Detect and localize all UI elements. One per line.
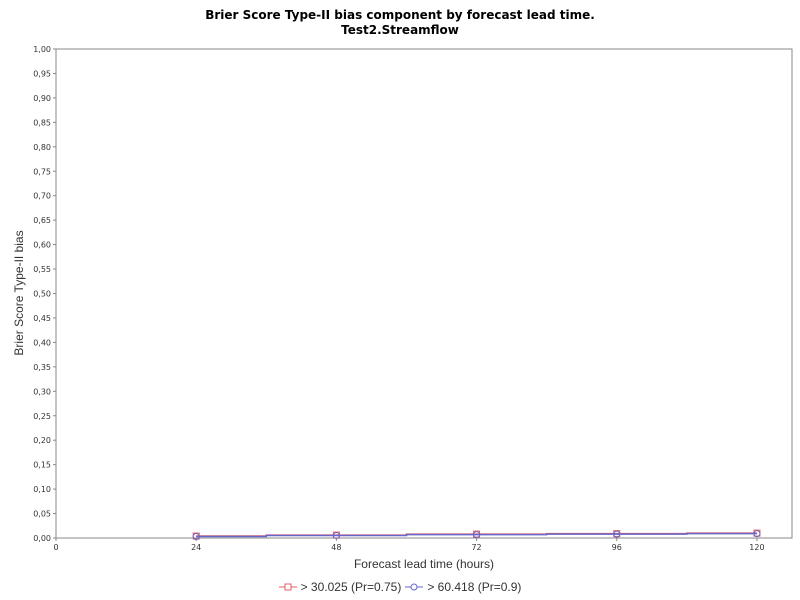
y-tick-label: 0,10: [33, 485, 51, 494]
series-2: [192, 530, 761, 541]
y-tick-label: 0,65: [33, 216, 51, 225]
y-tick-label: 0,30: [33, 387, 51, 396]
legend-label: > 30.025 (Pr=0.75): [300, 580, 402, 594]
legend: > 30.025 (Pr=0.75) > 60.418 (Pr=0.9): [0, 580, 800, 595]
legend-label: > 60.418 (Pr=0.9): [427, 580, 522, 594]
y-tick-label: 0,85: [33, 118, 51, 127]
y-tick-label: 0,40: [33, 338, 51, 347]
legend-item: > 30.025 (Pr=0.75): [278, 580, 402, 594]
y-axis: 0,00 0,05 0,10 0,15 0,20 0,25 0,30 0,35 0,40 0,45…: [33, 45, 56, 543]
x-tick-label: 48: [331, 543, 341, 552]
data-point: [753, 530, 761, 538]
data-point: [613, 530, 621, 538]
y-tick-label: 0,55: [33, 265, 51, 274]
chart-title: Brier Score Type-II bias component by fo…: [0, 8, 800, 38]
y-tick-label: 0,60: [33, 241, 51, 250]
y-tick-label: 0,20: [33, 436, 51, 445]
x-tick-label: 0: [53, 543, 58, 552]
x-tick-label: 120: [749, 543, 764, 552]
y-tick-label: 0,50: [33, 290, 51, 299]
data-point: [473, 531, 481, 539]
y-tick-label: 0,35: [33, 363, 51, 372]
legend-circle-marker-icon: [405, 583, 424, 591]
x-axis-label: Forecast lead time (hours): [354, 557, 494, 571]
y-tick-label: 0,25: [33, 412, 51, 421]
y-tick-label: 1,00: [33, 45, 51, 54]
series-line: [196, 532, 757, 538]
x-axis: 0 24 48 72 96 120: [53, 538, 765, 552]
y-tick-label: 0,80: [33, 143, 51, 152]
y-tick-label: 0,15: [33, 461, 51, 470]
legend-item: > 60.418 (Pr=0.9): [405, 580, 521, 594]
x-tick-label: 24: [191, 543, 201, 552]
x-tick-label: 72: [471, 543, 481, 552]
data-point: [332, 532, 340, 540]
y-tick-label: 0,95: [33, 69, 51, 78]
y-tick-label: 0,05: [33, 510, 51, 519]
plot-frame: [55, 48, 793, 539]
y-tick-label: 0,70: [33, 192, 51, 201]
chart-title-line: Brier Score Type-II bias component by fo…: [205, 8, 595, 22]
series-layer: [192, 529, 761, 541]
data-point: [192, 533, 200, 541]
y-axis-label: Brier Score Type-II bias: [12, 230, 26, 355]
x-tick-label: 96: [612, 543, 622, 552]
y-tick-label: 0,00: [33, 534, 51, 543]
chart-subtitle: Test2.Streamflow: [341, 23, 459, 37]
y-tick-label: 0,90: [33, 94, 51, 103]
y-tick-label: 0,45: [33, 314, 51, 323]
y-tick-label: 0,75: [33, 167, 51, 176]
legend-square-marker-icon: [278, 583, 297, 591]
